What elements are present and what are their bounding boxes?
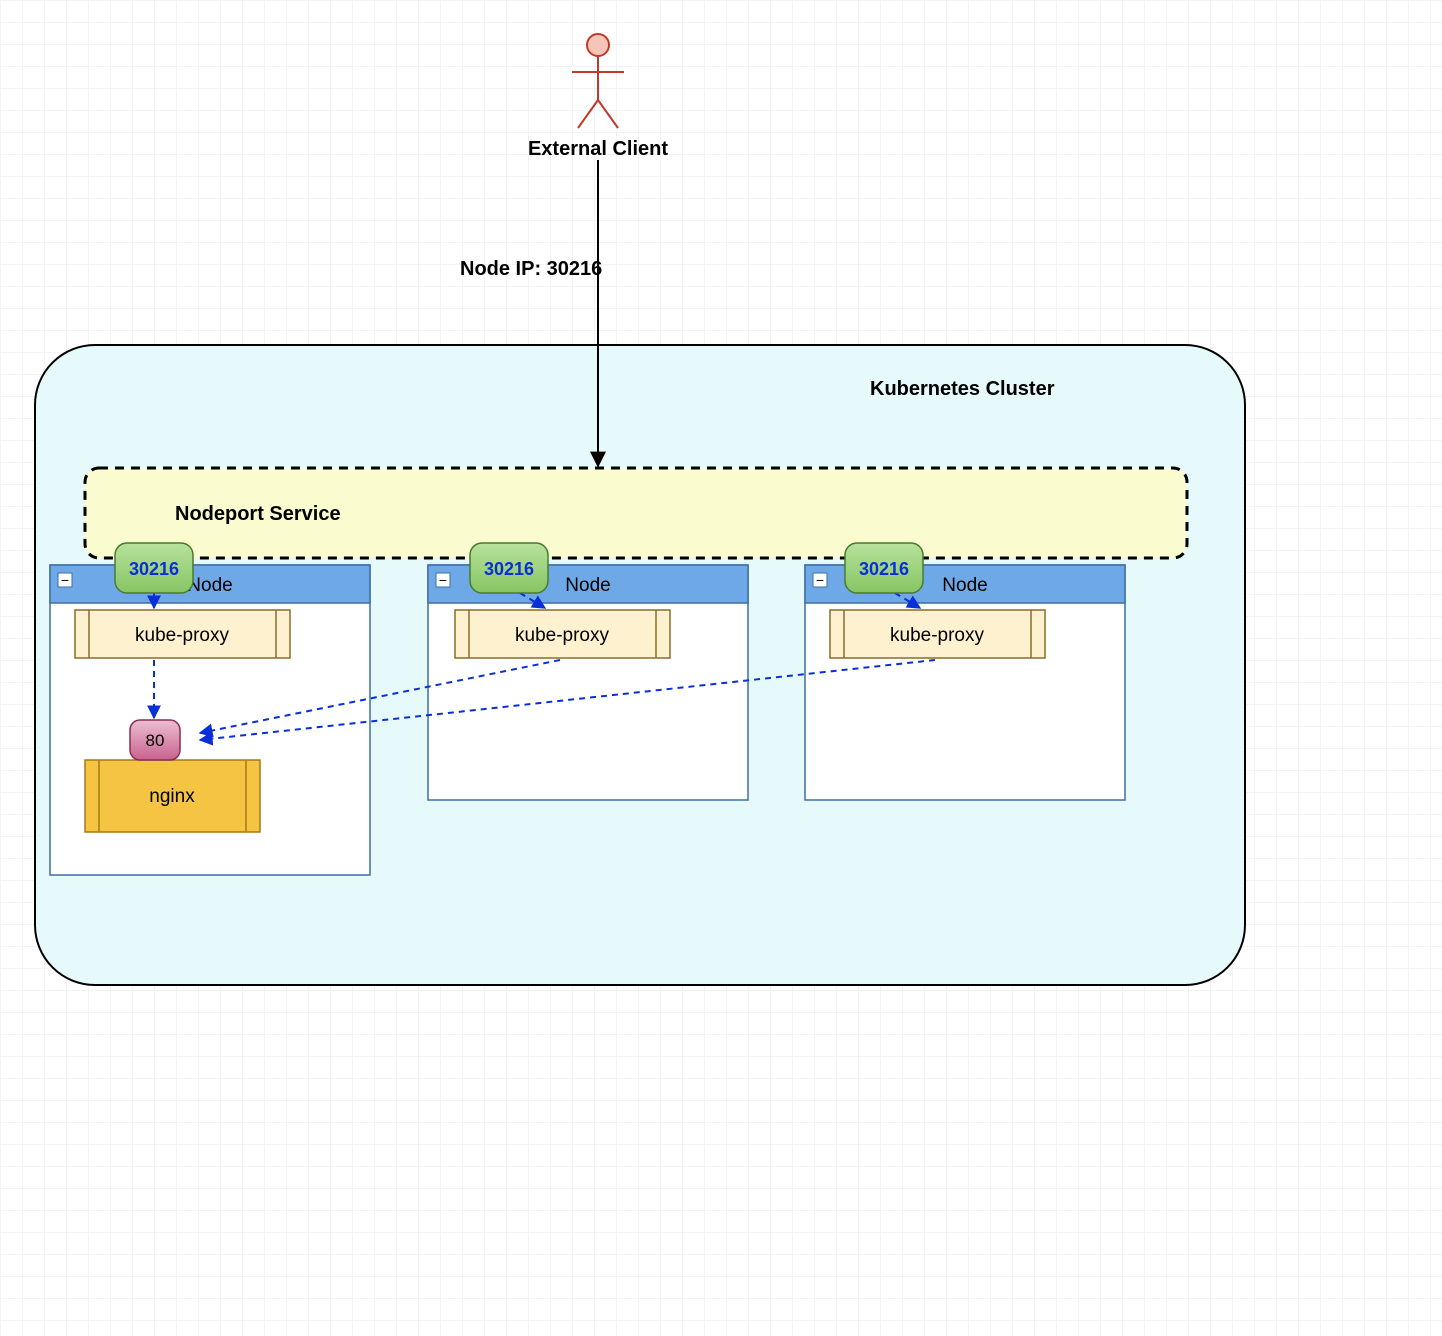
svg-text:nginx: nginx <box>149 786 195 807</box>
cluster-label: Kubernetes Cluster <box>870 378 1055 400</box>
svg-text:80: 80 <box>146 731 165 750</box>
svg-text:−: − <box>816 572 824 588</box>
svg-text:kube-proxy: kube-proxy <box>890 625 984 646</box>
actor-label: External Client <box>528 138 668 160</box>
svg-text:kube-proxy: kube-proxy <box>515 625 609 646</box>
port-badge-2: 30216 <box>470 543 548 593</box>
node-box-2: − Node <box>428 565 748 800</box>
node-1-title: Node <box>187 575 232 596</box>
svg-text:30216: 30216 <box>129 559 179 579</box>
node-3-title: Node <box>942 575 987 596</box>
svg-text:−: − <box>439 572 447 588</box>
port-badge-1: 30216 <box>115 543 193 593</box>
kube-proxy-2: kube-proxy <box>455 610 670 658</box>
actor-external-client <box>572 34 624 128</box>
nginx-box: nginx <box>85 760 260 832</box>
svg-text:kube-proxy: kube-proxy <box>135 625 229 646</box>
kube-proxy-3: kube-proxy <box>830 610 1045 658</box>
svg-text:30216: 30216 <box>859 559 909 579</box>
kube-proxy-1: kube-proxy <box>75 610 290 658</box>
edge-label-nodeip: Node IP: 30216 <box>460 258 602 280</box>
svg-text:−: − <box>61 572 69 588</box>
pod-port-80: 80 <box>130 720 180 760</box>
svg-text:30216: 30216 <box>484 559 534 579</box>
port-badge-3: 30216 <box>845 543 923 593</box>
service-label: Nodeport Service <box>175 503 341 525</box>
node-box-3: − Node <box>805 565 1125 800</box>
node-2-title: Node <box>565 575 610 596</box>
diagram-canvas: Kubernetes Cluster Nodeport Service Node… <box>0 0 1442 1336</box>
